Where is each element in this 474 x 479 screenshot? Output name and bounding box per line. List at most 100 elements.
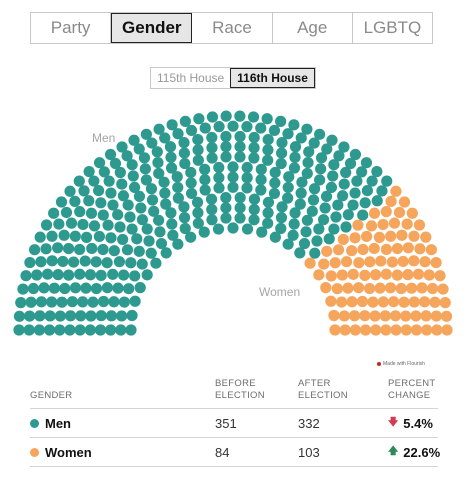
- men-seat: [275, 222, 287, 235]
- women-seat: [414, 243, 426, 255]
- men-seat: [227, 161, 239, 173]
- men-seat: [371, 165, 383, 178]
- women-seat: [410, 310, 422, 322]
- men-seat: [179, 222, 191, 235]
- men-seat: [276, 201, 288, 213]
- men-seat: [59, 282, 71, 295]
- flourish-credit[interactable]: Made with Flourish: [377, 361, 425, 367]
- men-seat: [84, 324, 96, 336]
- men-seat: [220, 141, 232, 153]
- men-seat: [185, 187, 198, 200]
- women-seat: [331, 283, 343, 295]
- men-seat: [248, 152, 260, 164]
- header-before-election: BEFORE ELECTION: [215, 378, 265, 401]
- tab-race[interactable]: Race: [192, 13, 273, 43]
- men-seat: [158, 176, 170, 188]
- tab-age[interactable]: Age: [273, 13, 353, 43]
- men-seat: [314, 174, 326, 186]
- men-seat: [83, 195, 95, 207]
- men-seat: [248, 203, 260, 216]
- women-seat: [313, 269, 325, 281]
- men-seat: [54, 310, 66, 322]
- men-seat: [101, 282, 113, 294]
- men-seat: [46, 296, 58, 308]
- men-seat: [127, 170, 139, 182]
- men-seat: [262, 144, 274, 156]
- men-seat: [213, 161, 225, 174]
- men-seat: [234, 130, 246, 143]
- men-seat: [54, 324, 66, 336]
- men-seat: [121, 244, 134, 256]
- men-seat: [199, 122, 211, 134]
- men-seat: [97, 209, 109, 221]
- women-seat: [336, 296, 348, 308]
- tab-gender[interactable]: Gender: [111, 13, 193, 43]
- tab-party[interactable]: Party: [31, 13, 112, 43]
- women-seat: [385, 195, 397, 207]
- men-seat: [227, 222, 239, 234]
- men-seat: [288, 119, 300, 131]
- men-seat: [178, 137, 190, 149]
- men-seat: [165, 162, 178, 174]
- women-seat: [384, 282, 397, 294]
- men-seat: [75, 310, 87, 322]
- men-seat: [269, 166, 281, 179]
- men-seat: [74, 324, 86, 336]
- toggle-115th-house[interactable]: 115th House: [157, 71, 225, 85]
- men-seat: [41, 268, 54, 280]
- men-seat: [220, 202, 232, 214]
- men-seat: [338, 141, 350, 153]
- men-seat: [262, 217, 274, 229]
- women-seat: [431, 324, 443, 336]
- women-seat: [325, 270, 337, 282]
- men-seat: [117, 190, 130, 202]
- women-seat: [367, 296, 379, 308]
- women-seat: [359, 269, 371, 281]
- women-seat: [413, 219, 426, 231]
- men-seat: [74, 206, 86, 218]
- men-seat: [289, 141, 302, 153]
- men-seat: [94, 324, 107, 336]
- women-seat: [377, 296, 389, 308]
- women-seat: [419, 256, 431, 268]
- women-seat: [396, 229, 408, 241]
- men-seat: [289, 207, 301, 219]
- men-seat: [90, 282, 103, 295]
- men-seat: [328, 159, 340, 171]
- men-seat: [288, 162, 301, 174]
- men-seat: [153, 123, 165, 135]
- men-seat: [282, 238, 294, 250]
- men-seat: [69, 195, 81, 207]
- men-seat: [79, 255, 91, 267]
- men-seat: [129, 295, 141, 307]
- women-seat: [425, 244, 437, 256]
- tab-lgbtq[interactable]: LGBTQ: [363, 18, 422, 37]
- men-seat: [332, 199, 344, 211]
- men-seat: [46, 230, 58, 242]
- women-seat: [368, 242, 380, 255]
- toggle-116th-house[interactable]: 116th House: [230, 68, 315, 88]
- men-seat: [126, 309, 138, 322]
- men-seat: [333, 150, 345, 162]
- men-seat: [84, 269, 97, 281]
- men-seat: [294, 247, 306, 259]
- men-seat: [220, 110, 232, 122]
- row-change: 5.4%: [403, 415, 433, 431]
- men-seat: [321, 143, 333, 155]
- women-seat: [357, 243, 369, 256]
- men-seat: [241, 172, 253, 184]
- men-seat: [248, 214, 260, 226]
- men-seat: [185, 231, 197, 243]
- men-seat: [150, 257, 162, 269]
- men-seat: [326, 134, 338, 146]
- row-name: Men: [45, 415, 71, 431]
- women-seat: [397, 255, 409, 268]
- women-seat: [380, 243, 393, 256]
- men-seat: [178, 201, 190, 213]
- women-seat: [361, 230, 373, 243]
- men-seat: [108, 296, 120, 308]
- men-seat: [347, 199, 359, 211]
- men-seat: [107, 199, 119, 211]
- credit-text: Made with Flourish: [383, 361, 425, 367]
- men-seat: [199, 184, 211, 196]
